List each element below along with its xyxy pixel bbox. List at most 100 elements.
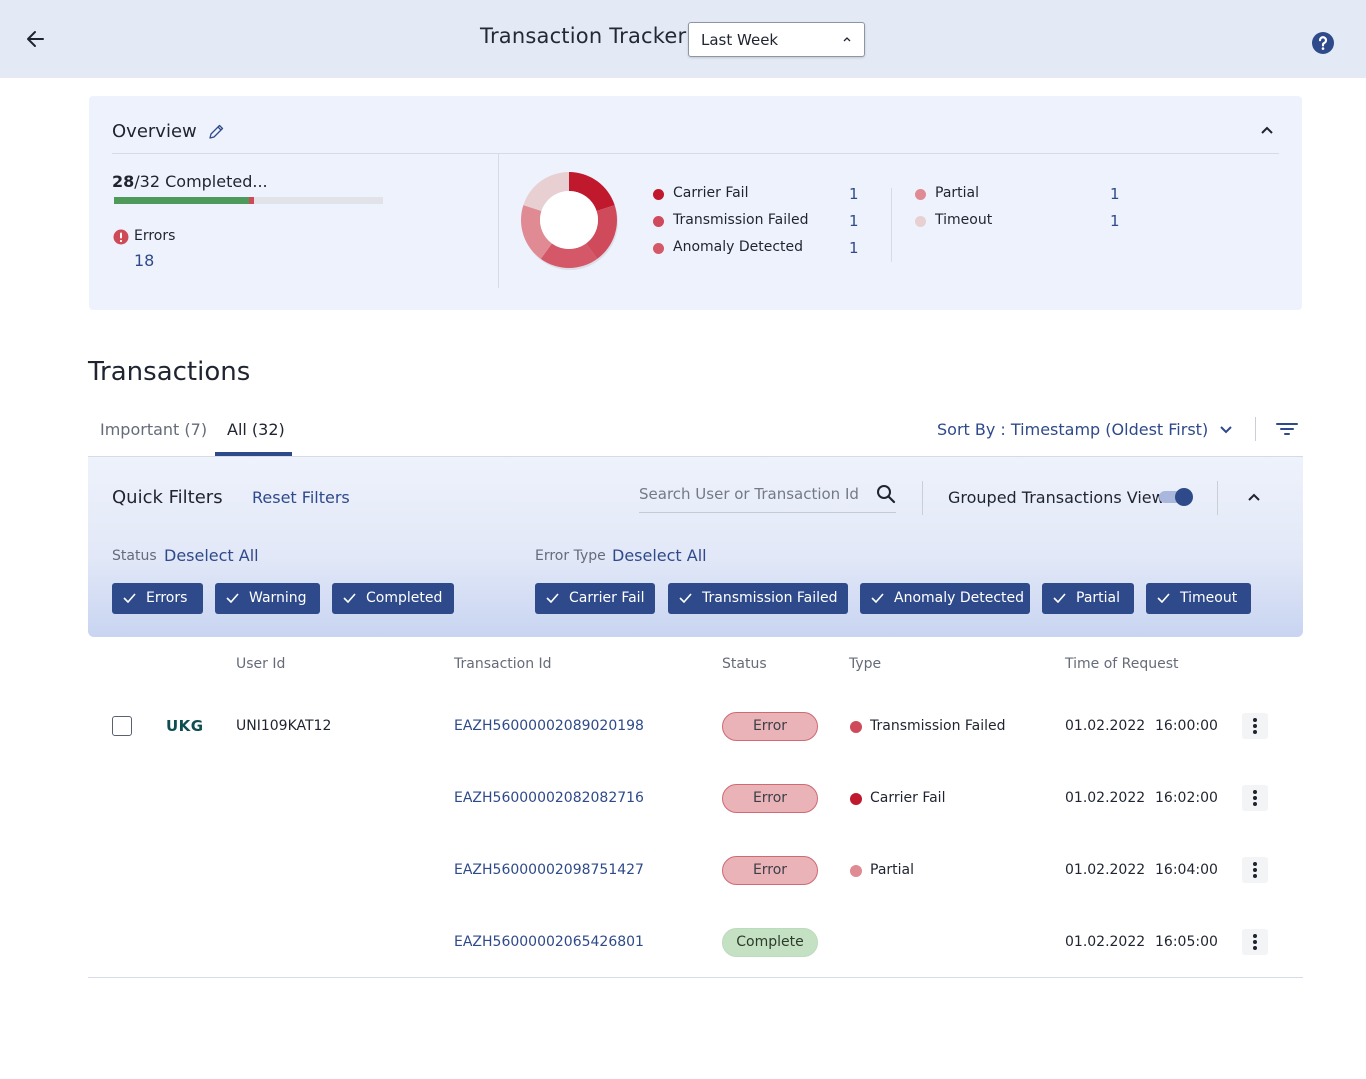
kebab-dot xyxy=(1253,802,1257,806)
kebab-dot xyxy=(1253,868,1257,872)
errors-count[interactable]: 18 xyxy=(134,251,155,270)
sort-by-select[interactable]: Sort By : Timestamp (Oldest First) xyxy=(937,420,1209,439)
help-icon[interactable] xyxy=(1311,31,1335,55)
transaction-id-link[interactable]: EAZH56000002065426801 xyxy=(454,934,644,950)
error-type-deselect-all-button[interactable]: Deselect All xyxy=(612,546,707,565)
column-header-type[interactable]: Type xyxy=(849,656,882,672)
row-menu-button[interactable] xyxy=(1242,713,1268,739)
check-icon xyxy=(226,593,239,603)
filter-chip-partial[interactable]: Partial xyxy=(1042,583,1134,614)
check-icon xyxy=(1053,593,1066,603)
request-date: 01.02.2022 xyxy=(1065,862,1146,878)
filter-icon[interactable] xyxy=(1276,422,1298,436)
filter-chip-timeout[interactable]: Timeout xyxy=(1146,583,1251,614)
transaction-id-link[interactable]: EAZH56000002089020198 xyxy=(454,718,644,734)
divider xyxy=(498,154,499,288)
donut-slice-timeout xyxy=(523,172,569,212)
progress-completed-fill xyxy=(114,197,249,204)
top-bar: Transaction Tracker Last Week xyxy=(0,0,1366,78)
request-time: 16:05:00 xyxy=(1155,934,1218,950)
tab-important[interactable]: Important (7) xyxy=(100,420,208,439)
legend-label: Partial xyxy=(935,185,979,201)
legend-count: 1 xyxy=(849,212,859,230)
filter-chip-anomaly-detected[interactable]: Anomaly Detected xyxy=(860,583,1030,614)
kebab-dot xyxy=(1253,874,1257,878)
transaction-id-link[interactable]: EAZH56000002098751427 xyxy=(454,862,644,878)
status-filter-label: Status xyxy=(112,548,157,564)
grouped-view-label: Grouped Transactions View xyxy=(948,488,1165,507)
column-header-time-of-request[interactable]: Time of Request xyxy=(1065,656,1179,672)
chevron-up-icon[interactable] xyxy=(1259,124,1275,136)
legend-dot xyxy=(653,243,664,254)
column-header-status[interactable]: Status xyxy=(722,656,767,672)
column-header-transaction-id[interactable]: Transaction Id xyxy=(454,656,552,672)
search-input[interactable]: Search User or Transaction Id xyxy=(639,483,896,513)
completed-total: /32 Completed... xyxy=(134,172,268,191)
completed-count: 28 xyxy=(112,172,135,191)
chevron-up-icon[interactable] xyxy=(1247,492,1261,502)
legend-dot xyxy=(915,189,926,200)
filter-chip-errors[interactable]: Errors xyxy=(112,583,203,614)
legend-label: Carrier Fail xyxy=(673,185,749,201)
filter-chip-completed[interactable]: Completed xyxy=(332,583,454,614)
filter-chip-carrier-fail[interactable]: Carrier Fail xyxy=(535,583,655,614)
filter-chip-label: Transmission Failed xyxy=(702,590,838,606)
error-type-filter-label: Error Type xyxy=(535,548,606,564)
grouped-view-toggle[interactable] xyxy=(1159,488,1193,506)
legend-item-timeout: Timeout 1 xyxy=(915,212,1125,232)
row-menu-button[interactable] xyxy=(1242,785,1268,811)
legend-item-partial: Partial 1 xyxy=(915,185,1125,205)
divider xyxy=(1217,481,1218,515)
row-menu-button[interactable] xyxy=(1242,857,1268,883)
legend-label: Timeout xyxy=(935,212,993,228)
chevron-down-icon[interactable] xyxy=(1219,424,1233,434)
type-label: Partial xyxy=(870,862,914,878)
tab-all[interactable]: All (32) xyxy=(227,420,285,439)
back-arrow-icon[interactable] xyxy=(24,27,48,51)
kebab-dot xyxy=(1253,724,1257,728)
reset-filters-button[interactable]: Reset Filters xyxy=(252,488,350,507)
type-dot xyxy=(850,721,862,733)
quick-filters-title: Quick Filters xyxy=(112,487,223,508)
donut-slice-carrier-fail xyxy=(569,172,615,212)
legend-count: 1 xyxy=(1110,185,1120,203)
error-type-donut-chart xyxy=(521,172,618,270)
legend-label: Transmission Failed xyxy=(673,212,809,228)
type-label: Carrier Fail xyxy=(870,790,946,806)
row-checkbox[interactable] xyxy=(112,716,132,736)
filter-chip-label: Timeout xyxy=(1180,590,1238,606)
status-badge: Error xyxy=(722,712,818,741)
divider xyxy=(1255,417,1256,441)
transaction-id-link[interactable]: EAZH56000002082082716 xyxy=(454,790,644,806)
row-menu-button[interactable] xyxy=(1242,929,1268,955)
filter-chip-transmission-failed[interactable]: Transmission Failed xyxy=(668,583,848,614)
error-alert-icon xyxy=(113,229,129,245)
quick-filters-panel: Quick Filters Reset Filters Search User … xyxy=(88,457,1303,637)
legend-item-transmission-failed: Transmission Failed 1 xyxy=(653,212,863,232)
check-icon xyxy=(1157,593,1170,603)
donut-slice-transmission-failed xyxy=(586,205,617,259)
status-badge: Error xyxy=(722,856,818,885)
overview-card: Overview 28/32 Completed... Errors 18 Ca… xyxy=(89,96,1302,310)
status-deselect-all-button[interactable]: Deselect All xyxy=(164,546,259,565)
column-header-user-id[interactable]: User Id xyxy=(236,656,286,672)
type-dot xyxy=(850,793,862,805)
date-range-select[interactable]: Last Week xyxy=(688,22,865,57)
completed-summary: 28/32 Completed... xyxy=(112,172,268,191)
legend-count: 1 xyxy=(1110,212,1120,230)
date-range-value: Last Week xyxy=(701,31,779,49)
check-icon xyxy=(871,593,884,603)
search-icon[interactable] xyxy=(876,484,896,504)
overview-title: Overview xyxy=(112,121,197,142)
pencil-icon[interactable] xyxy=(207,123,225,141)
divider xyxy=(112,153,1279,154)
legend-label: Anomaly Detected xyxy=(673,239,804,255)
avatar: UKG xyxy=(163,706,205,746)
legend-dot xyxy=(915,216,926,227)
legend-count: 1 xyxy=(849,185,859,203)
filter-chip-label: Anomaly Detected xyxy=(894,590,1025,606)
filter-chip-warning[interactable]: Warning xyxy=(215,583,320,614)
request-time: 16:04:00 xyxy=(1155,862,1218,878)
check-icon xyxy=(679,593,692,603)
kebab-dot xyxy=(1253,946,1257,950)
